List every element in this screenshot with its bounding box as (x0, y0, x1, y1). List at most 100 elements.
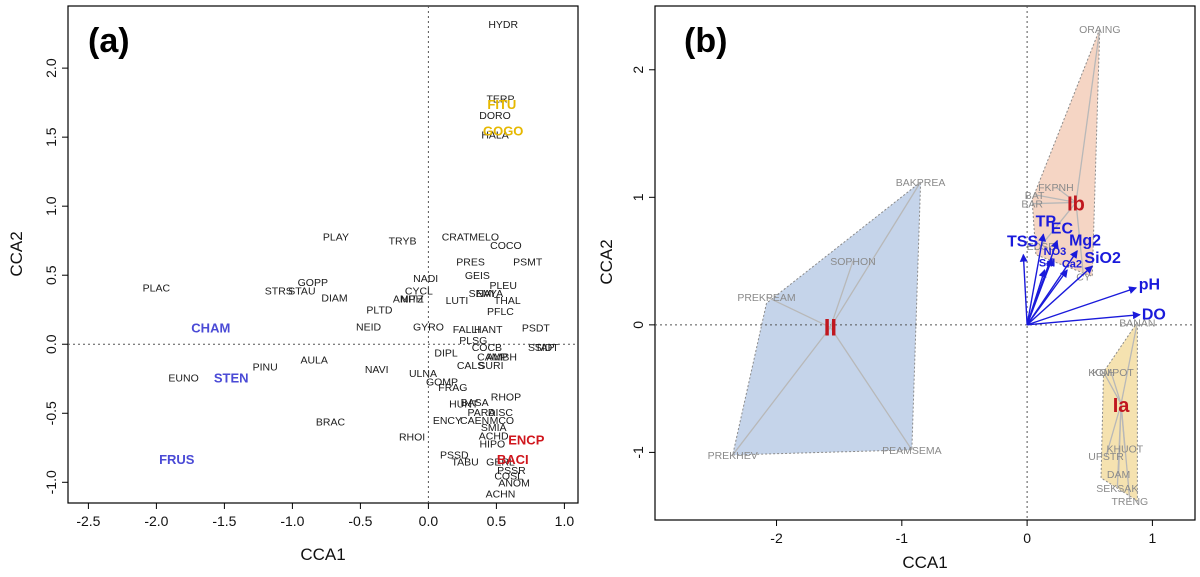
panel-b-y-tick-label: -1 (630, 446, 646, 459)
panel-a-y-axis-label: CCA2 (7, 231, 26, 276)
species-label-pssr: PSSR (497, 465, 526, 477)
species-label-pres: PRES (456, 256, 485, 268)
env-vector-arrow-sio2 (1026, 265, 1094, 326)
spider-line-seksak (1116, 403, 1122, 489)
site-label-khuot: KHUOT (1106, 444, 1143, 456)
group-hull-ii (732, 180, 922, 456)
env-vector-label-sal: Sal (1039, 257, 1056, 269)
species-label-pssd: PSSD (440, 450, 469, 462)
species-label-psdt: PSDT (522, 323, 551, 335)
panel-a-x-tick-label: 1.0 (555, 513, 575, 529)
species-label-rhop: RHOP (491, 392, 521, 404)
spider-line-bar (1032, 201, 1076, 205)
species-label-achd: ACHD (479, 430, 509, 442)
site-label-prekhev: PREKHEV (708, 450, 758, 462)
panel-b-label: (b) (684, 22, 727, 60)
env-vector-label-do: DO (1142, 306, 1166, 323)
species-label-frag: FRAG (438, 382, 467, 394)
panel-b-cca-site-plot: BAKPREA SOPHON PREKPEAM PREKHEV PEAMSEMA ORAI… (597, 5, 1196, 572)
species-label-crat: CRAT (442, 232, 470, 244)
panel-a-x-tick-label: -2.5 (76, 513, 100, 529)
site-label-prekpeam: PREKPEAM (737, 292, 795, 304)
spider-line-edse (1040, 202, 1077, 247)
spider-line-banan (1120, 322, 1139, 405)
species-label-luti: LUTI (446, 295, 469, 307)
species-label-gopp: GOPP (298, 277, 328, 289)
species-label-tryb: TRYB (389, 236, 417, 248)
env-vector-arrow-do (1027, 311, 1141, 326)
species-label-dipl: DIPL (434, 348, 458, 360)
species-label-strs: STRS (265, 285, 293, 297)
species-label-pflc: PFLC (487, 306, 514, 318)
env-vector-label-mg2: Mg2 (1069, 232, 1101, 249)
species-label-pleu: PLEU (489, 280, 516, 292)
panel-a-x-tick-label: -1.0 (280, 513, 304, 529)
species-label-camp: CAMP (477, 352, 507, 364)
species-label-euno: EUNO (168, 372, 198, 384)
panel-b-x-tick-label: 0 (1023, 530, 1031, 546)
species-label-melo: MELO (469, 232, 499, 244)
panel-b-plot-frame (654, 5, 1196, 521)
group-label-ii: II (824, 314, 837, 341)
species-label-gomp: GOMP (426, 377, 458, 389)
highlighted-species-gogo: GOGO (483, 123, 523, 138)
panel-b-group-labels: II Ib Ia (824, 193, 1131, 417)
panel-a-y-tick-label: 2.0 (43, 58, 59, 78)
env-vector-label-ca2: Ca2 (1062, 259, 1082, 271)
site-label-banan: BANAN (1119, 317, 1155, 329)
panel-a-x-tick-label: -0.5 (348, 513, 372, 529)
species-label-ulna: ULNA (409, 368, 437, 380)
species-label-sidt: SIDT (535, 342, 560, 354)
spider-line-koh (1102, 371, 1122, 405)
species-label-aula: AULA (300, 354, 327, 366)
species-label-neid: NEID (356, 321, 382, 333)
species-label-pltd: PLTD (366, 305, 392, 317)
env-vector-arrow-tp (1026, 233, 1047, 325)
species-label-disc: DISC (488, 407, 514, 419)
panel-a-y-tick-label: 0.5 (43, 265, 59, 285)
panel-b-y-tick-label: 2 (630, 66, 646, 74)
panel-b-zero-lines (655, 6, 1195, 520)
panel-a-y-tick-label: -1.0 (43, 470, 59, 494)
env-vector-label-tp: TP (1036, 214, 1057, 231)
species-label-hydr: HYDR (488, 19, 518, 31)
species-label-nitz: NITZ (400, 294, 424, 306)
env-vector-label-ph: pH (1139, 276, 1160, 293)
species-label-hunt: HUNT (449, 399, 479, 411)
species-label-ency: ENCY (433, 415, 462, 427)
species-label-hala: HALA (481, 129, 508, 141)
group-label-ia: Ia (1113, 395, 1131, 417)
panel-b-y-tick-label: 1 (630, 193, 646, 201)
site-label-kompot: KOMPOT (1088, 367, 1134, 379)
panel-a-y-tick-label: 0.0 (43, 334, 59, 354)
panel-a-x-axis-label: CCA1 (300, 545, 345, 564)
env-vector-arrow-ph (1026, 286, 1138, 326)
env-vector-arrow-sal (1026, 269, 1047, 326)
site-label-bakprea: BAKPREA (896, 177, 946, 189)
highlighted-species-frus: FRUS (159, 452, 195, 467)
species-label-rhoi: RHOI (399, 432, 425, 444)
site-label-fkpnh: FKPNH (1038, 182, 1074, 194)
species-label-gyro: GYRO (413, 321, 444, 333)
species-label-thal: THAL (494, 295, 521, 307)
spider-line-treng (1120, 403, 1131, 501)
site-label-dam: DAM (1107, 469, 1130, 481)
species-label-tabu: TABU (452, 457, 479, 469)
spider-line-kompot (1110, 371, 1122, 405)
species-label-semi: SEMI (469, 288, 495, 300)
panel-a-y-tick-label: 1.0 (43, 196, 59, 216)
species-label-naya: NAYA (476, 288, 503, 300)
species-label-suri: SURI (478, 360, 503, 372)
species-label-terp: TERP (486, 93, 514, 105)
spider-line-prekhev (732, 327, 831, 456)
panel-b-x-axis-label: CCA1 (902, 553, 947, 572)
env-vector-label-tss: TSS (1007, 234, 1038, 251)
spider-line-upstr (1105, 403, 1122, 457)
panel-b-x-tick-label: 1 (1149, 530, 1157, 546)
spider-line-cy (1075, 202, 1085, 277)
species-label-ambh: AMBH (487, 352, 517, 364)
spider-line-prekpeam (766, 296, 831, 328)
